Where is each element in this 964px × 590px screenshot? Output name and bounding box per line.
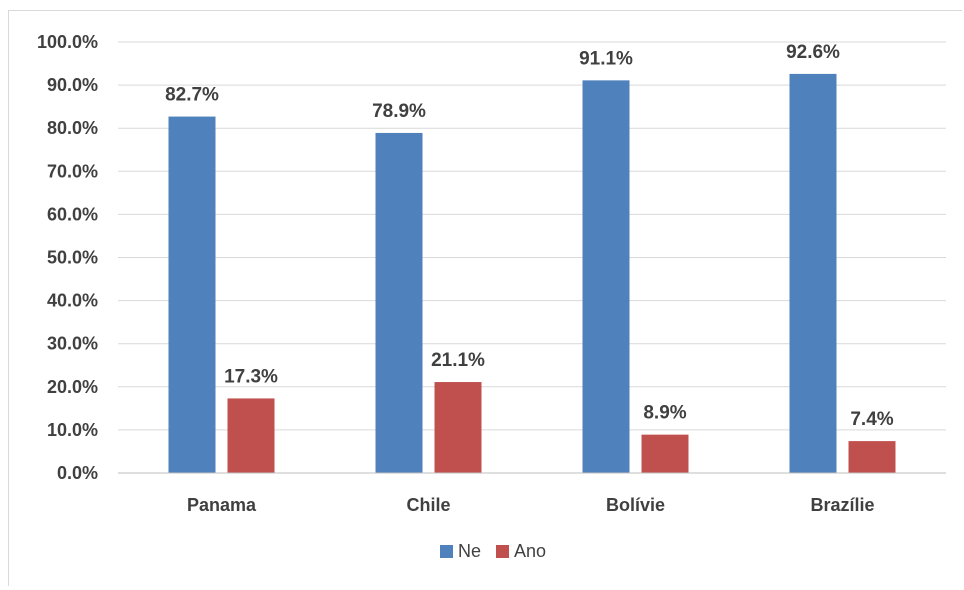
y-tick-label: 70.0%	[47, 161, 98, 181]
bar-ne-0	[168, 116, 216, 474]
x-category-label: Panama	[187, 495, 257, 515]
y-axis-ticks: 0.0% 10.0% 20.0% 30.0% 40.0% 50.0% 60.0% 70.0% 8…	[37, 32, 98, 483]
bar-ano-0	[227, 398, 275, 473]
bar-ano-3	[848, 441, 896, 473]
x-category-label: Chile	[406, 495, 450, 515]
y-tick-label: 30.0%	[47, 334, 98, 354]
data-label: 21.1%	[431, 350, 485, 371]
legend-swatch-ne	[440, 545, 453, 558]
bars	[168, 73, 896, 474]
data-label: 8.9%	[643, 403, 686, 424]
data-label: 92.6%	[786, 42, 840, 63]
chart-frame	[8, 10, 962, 586]
data-label: 91.1%	[579, 48, 633, 69]
y-tick-label: 0.0%	[57, 463, 98, 483]
bar-ano-1	[434, 382, 482, 473]
legend: Ne Ano	[440, 541, 546, 561]
legend-swatch-ano	[496, 545, 509, 558]
bar-ne-2	[582, 80, 630, 473]
data-label: 78.9%	[372, 101, 426, 122]
y-tick-label: 50.0%	[47, 248, 98, 268]
bar-ne-3	[789, 73, 837, 474]
y-tick-label: 100.0%	[37, 32, 98, 52]
bar-ano-2	[641, 434, 689, 473]
y-tick-label: 10.0%	[47, 420, 98, 440]
y-tick-label: 90.0%	[47, 75, 98, 95]
data-label: 82.7%	[165, 85, 219, 106]
data-label: 7.4%	[850, 409, 893, 430]
y-tick-label: 40.0%	[47, 291, 98, 311]
x-category-label: Brazílie	[810, 495, 874, 515]
bar-ne-1	[375, 132, 423, 474]
legend-label-ano: Ano	[514, 541, 546, 561]
x-axis-categories: Panama Chile Bolívie Brazílie	[187, 495, 875, 515]
data-labels: 82.7% 17.3% 78.9% 21.1% 91.1% 8.9% 92.6% 7.4%	[165, 42, 894, 430]
y-tick-label: 80.0%	[47, 118, 98, 138]
data-label: 17.3%	[224, 366, 278, 387]
legend-label-ne: Ne	[458, 541, 481, 561]
y-tick-label: 20.0%	[47, 377, 98, 397]
x-category-label: Bolívie	[606, 495, 665, 515]
y-tick-label: 60.0%	[47, 204, 98, 224]
